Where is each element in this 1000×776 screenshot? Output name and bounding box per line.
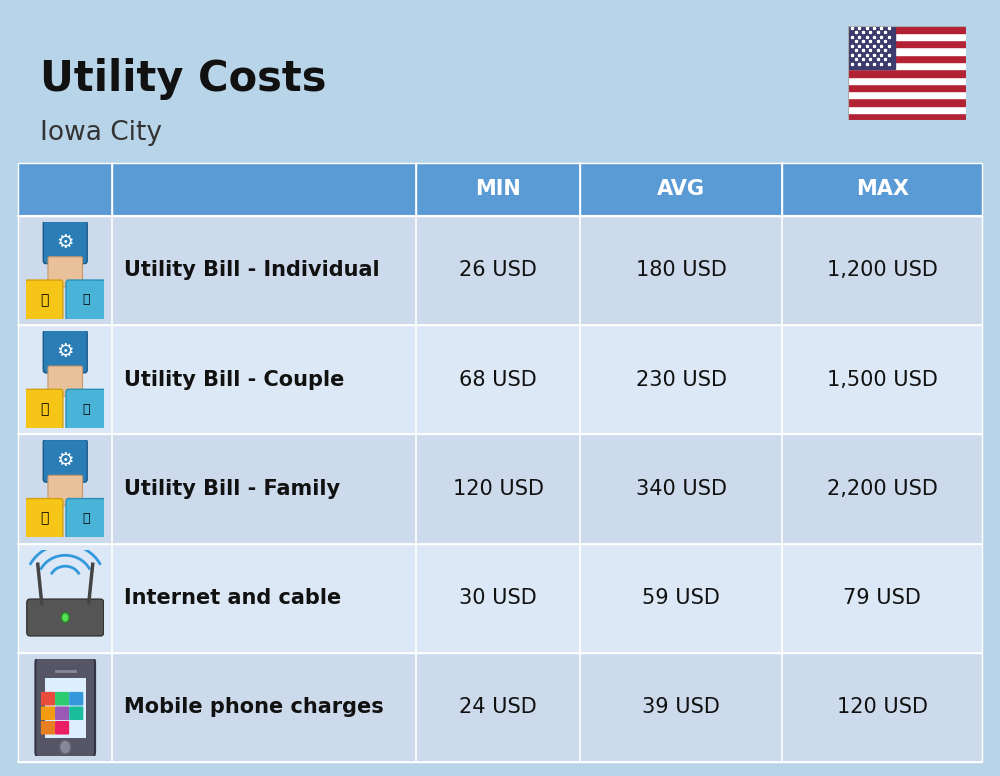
FancyBboxPatch shape bbox=[69, 706, 83, 720]
Text: 120 USD: 120 USD bbox=[453, 479, 544, 499]
FancyBboxPatch shape bbox=[48, 366, 82, 396]
FancyBboxPatch shape bbox=[55, 721, 69, 735]
Text: 2,200 USD: 2,200 USD bbox=[827, 479, 938, 499]
Text: 120 USD: 120 USD bbox=[837, 698, 928, 717]
Bar bbox=[848, 33, 966, 40]
Text: 39 USD: 39 USD bbox=[642, 698, 720, 717]
Bar bbox=[18, 435, 982, 543]
Bar bbox=[112, 163, 416, 216]
FancyBboxPatch shape bbox=[66, 390, 105, 429]
Text: AVG: AVG bbox=[657, 179, 705, 199]
Text: 🔌: 🔌 bbox=[40, 293, 48, 307]
Text: 30 USD: 30 USD bbox=[459, 588, 537, 608]
Bar bbox=[782, 163, 982, 216]
FancyBboxPatch shape bbox=[27, 599, 104, 636]
Text: 1,500 USD: 1,500 USD bbox=[827, 369, 938, 390]
FancyBboxPatch shape bbox=[43, 331, 87, 372]
FancyBboxPatch shape bbox=[25, 498, 63, 539]
FancyBboxPatch shape bbox=[66, 498, 105, 539]
Text: 🔌: 🔌 bbox=[40, 511, 48, 525]
FancyBboxPatch shape bbox=[43, 221, 87, 264]
Text: 🚿: 🚿 bbox=[82, 403, 89, 416]
Bar bbox=[848, 47, 966, 55]
Bar bbox=[848, 99, 966, 106]
FancyBboxPatch shape bbox=[45, 678, 86, 739]
Bar bbox=[18, 653, 982, 762]
Bar bbox=[848, 26, 966, 33]
FancyBboxPatch shape bbox=[66, 280, 105, 320]
Bar bbox=[18, 216, 982, 325]
Text: MIN: MIN bbox=[475, 179, 521, 199]
Bar bbox=[18, 325, 982, 435]
Text: 1,200 USD: 1,200 USD bbox=[827, 261, 938, 280]
Text: ⚙: ⚙ bbox=[56, 342, 74, 361]
Text: 230 USD: 230 USD bbox=[636, 369, 727, 390]
Bar bbox=[848, 26, 895, 69]
FancyBboxPatch shape bbox=[48, 257, 82, 287]
Text: 79 USD: 79 USD bbox=[843, 588, 921, 608]
Bar bbox=[416, 163, 580, 216]
Text: Utility Bill - Family: Utility Bill - Family bbox=[124, 479, 341, 499]
Bar bbox=[18, 543, 982, 653]
Text: Utility Bill - Couple: Utility Bill - Couple bbox=[124, 369, 345, 390]
FancyBboxPatch shape bbox=[69, 692, 83, 705]
Text: 180 USD: 180 USD bbox=[636, 261, 727, 280]
Text: 26 USD: 26 USD bbox=[459, 261, 537, 280]
FancyBboxPatch shape bbox=[41, 721, 55, 735]
Bar bbox=[848, 84, 966, 91]
Bar bbox=[848, 77, 966, 84]
Text: ⚙: ⚙ bbox=[56, 452, 74, 470]
FancyBboxPatch shape bbox=[48, 476, 82, 505]
Bar bbox=[848, 40, 966, 47]
Text: 🔌: 🔌 bbox=[40, 402, 48, 416]
Text: 68 USD: 68 USD bbox=[459, 369, 537, 390]
FancyBboxPatch shape bbox=[25, 280, 63, 320]
Circle shape bbox=[60, 740, 71, 754]
Bar bbox=[848, 55, 966, 62]
Bar bbox=[18, 163, 112, 216]
FancyBboxPatch shape bbox=[55, 692, 69, 705]
FancyBboxPatch shape bbox=[43, 439, 87, 482]
Bar bbox=[848, 106, 966, 113]
Text: Mobile phone charges: Mobile phone charges bbox=[124, 698, 384, 717]
Text: ⚙: ⚙ bbox=[56, 233, 74, 251]
Bar bbox=[580, 163, 782, 216]
Bar bbox=[848, 113, 966, 120]
Bar bbox=[848, 69, 966, 77]
FancyBboxPatch shape bbox=[25, 390, 63, 429]
Text: 🚿: 🚿 bbox=[82, 293, 89, 307]
Text: MAX: MAX bbox=[856, 179, 909, 199]
Text: Internet and cable: Internet and cable bbox=[124, 588, 342, 608]
Text: Utility Costs: Utility Costs bbox=[40, 58, 326, 100]
Text: Utility Bill - Individual: Utility Bill - Individual bbox=[124, 261, 380, 280]
FancyBboxPatch shape bbox=[55, 706, 69, 720]
Circle shape bbox=[61, 613, 69, 622]
FancyBboxPatch shape bbox=[35, 657, 95, 757]
Bar bbox=[848, 91, 966, 99]
Text: 🚿: 🚿 bbox=[82, 512, 89, 525]
Bar bbox=[848, 62, 966, 69]
FancyBboxPatch shape bbox=[41, 692, 55, 705]
FancyBboxPatch shape bbox=[41, 706, 55, 720]
Text: 340 USD: 340 USD bbox=[636, 479, 727, 499]
Text: Iowa City: Iowa City bbox=[40, 120, 162, 147]
Text: 24 USD: 24 USD bbox=[459, 698, 537, 717]
Text: 59 USD: 59 USD bbox=[642, 588, 720, 608]
